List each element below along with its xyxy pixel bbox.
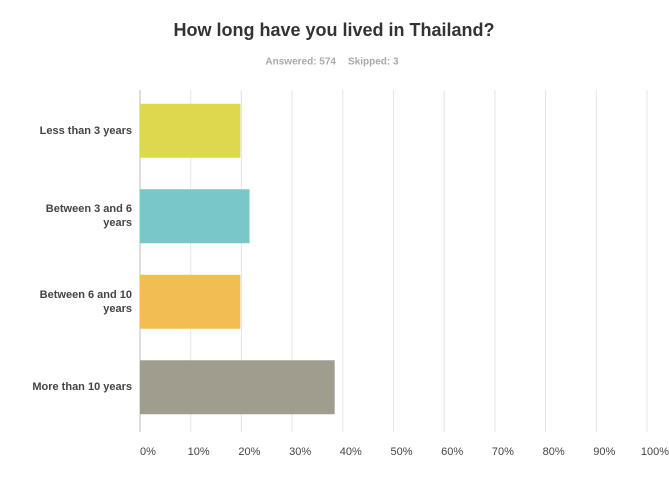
bar [140,189,250,244]
chart-title: How long have you lived in Thailand? [173,20,494,40]
bar [140,274,241,329]
x-tick-label: 10% [188,446,210,458]
category-label: Between 3 and 6 years [45,203,132,230]
answered: Answered: 574 [265,57,336,68]
x-tick-label: 100% [641,446,669,458]
x-tick-label: 0% [140,446,156,458]
bar [140,103,241,158]
x-tick-label: 60% [441,446,463,458]
x-tick-label: 40% [340,446,362,458]
x-tick-label: 30% [289,446,311,458]
bar [140,360,335,415]
category-label: More than 10 years [32,381,132,394]
x-tick-label: 90% [593,446,615,458]
category-label: Between 6 and 10 years [39,288,132,315]
category-label: Less than 3 years [39,124,132,137]
x-tick-label: 20% [238,446,260,458]
x-tick-label: 70% [492,446,514,458]
x-tick-label: 50% [390,446,412,458]
skipped: Skipped: 3 [348,57,399,68]
x-tick-label: 80% [543,446,565,458]
